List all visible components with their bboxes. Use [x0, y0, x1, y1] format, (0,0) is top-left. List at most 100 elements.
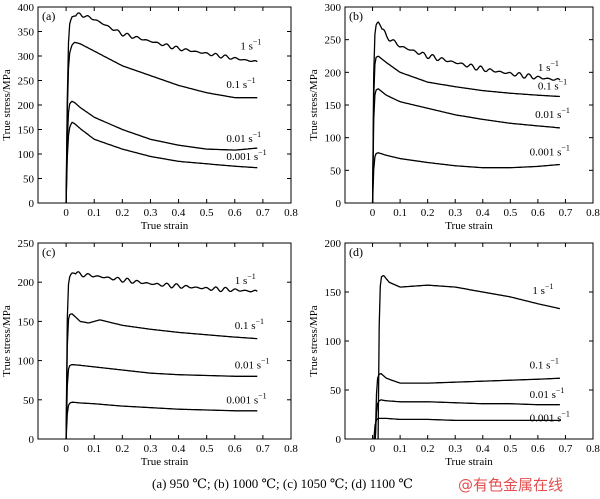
series-label-text: 0.001 s [530, 146, 562, 158]
y-tick-label: 0 [29, 434, 35, 446]
series-label-exponent: −1 [550, 59, 559, 68]
x-tick-label: 0.5 [200, 207, 214, 219]
series-label: 0.01 s−1 [226, 130, 261, 145]
series-label-exponent: −1 [556, 386, 565, 395]
y-tick-label: 150 [18, 316, 35, 328]
series-label: 0.01 s−1 [235, 356, 270, 371]
chart-panel-3: 0 0.1 0.2 0.3 0.4 0.5 0.6 0.7 0.8 0 50 100 150 200 250… [1, 238, 298, 468]
series-label-exponent: −1 [561, 143, 570, 152]
series-label-text: 0.1 s [226, 79, 247, 91]
y-tick-label: 400 [18, 2, 35, 14]
y-tick-label: 250 [325, 35, 342, 47]
series-line-1 [65, 12, 258, 204]
series-label-text: 0.01 s [535, 109, 561, 121]
x-tick-label: 0 [63, 443, 69, 455]
x-axis-label: True strain [445, 456, 493, 468]
series-line-4 [65, 401, 258, 440]
y-tick-label: 300 [325, 2, 342, 14]
y-tick-label: 50 [23, 174, 35, 186]
y-tick-label: 250 [18, 238, 35, 250]
y-tick-label: 100 [18, 356, 35, 368]
x-tick-label: 0.6 [228, 443, 242, 455]
x-tick-label: 0.7 [559, 443, 573, 455]
watermark: @有色金属在线 [458, 476, 564, 494]
x-axis-label: True strain [141, 220, 189, 232]
series-label-text: 0.01 s [235, 359, 261, 371]
panel-label: (d) [349, 245, 363, 259]
series-label-exponent: −1 [247, 272, 256, 281]
x-axis-label: True strain [141, 456, 189, 468]
series-label-text: 1 s [235, 275, 248, 287]
x-tick-label: 0 [370, 443, 376, 455]
chart-panel-4: 0 0.1 0.2 0.3 0.4 0.5 0.6 0.7 0.8 0 50 100 150 200 Tru… [308, 238, 600, 468]
x-tick-label: 0.4 [476, 443, 490, 455]
plot-frame [344, 6, 594, 204]
series-line-4 [65, 121, 258, 204]
y-tick-label: 150 [325, 100, 342, 112]
figure-caption: (a) 950 ℃; (b) 1000 ℃; (c) 1050 ℃; (d) 1… [152, 476, 413, 491]
y-tick-label: 300 [18, 51, 35, 63]
series-label: 0.01 s−1 [535, 106, 570, 121]
series-label-exponent: −1 [253, 130, 262, 139]
y-tick-label: 200 [325, 67, 342, 79]
x-tick-label: 0.1 [87, 443, 101, 455]
series-label-exponent: −1 [256, 317, 265, 326]
series-label-text: 0.01 s [530, 389, 556, 401]
x-tick-label: 0.4 [172, 207, 186, 219]
x-tick-label: 0.6 [228, 207, 242, 219]
series-label-exponent: −1 [550, 356, 559, 365]
y-tick-label: 200 [18, 277, 35, 289]
series-label: 0.001 s−1 [226, 148, 266, 163]
series-label-text: 0.1 s [538, 80, 559, 92]
series-label-text: 0.01 s [226, 133, 252, 145]
series-label: 0.001 s−1 [226, 392, 266, 407]
y-tick-label: 150 [325, 287, 342, 299]
series-line-2 [65, 41, 258, 204]
y-tick-label: 50 [330, 165, 342, 177]
series-line-1 [65, 271, 258, 440]
y-axis-label: True stress/MPa [308, 69, 320, 141]
series-label-text: 0.1 s [235, 320, 256, 332]
series-label: 1 s−1 [240, 38, 261, 53]
x-tick-label: 0.2 [421, 443, 435, 455]
series-line-3 [371, 88, 560, 204]
series-label-exponent: −1 [258, 148, 267, 157]
x-tick-label: 0.3 [144, 207, 158, 219]
x-tick-label: 0.7 [256, 207, 270, 219]
x-tick-label: 0.2 [115, 443, 129, 455]
y-axis-label: True stress/MPa [1, 69, 13, 141]
x-tick-label: 0.5 [503, 207, 517, 219]
x-tick-label: 0.7 [256, 443, 270, 455]
x-tick-label: 0.5 [503, 443, 517, 455]
series-label-text: 0.001 s [226, 395, 258, 407]
series-line-1 [371, 21, 561, 204]
series-line-3 [374, 399, 560, 440]
series-label-exponent: −1 [545, 282, 554, 291]
x-tick-label: 0.4 [476, 207, 490, 219]
series-label-exponent: −1 [253, 38, 262, 47]
series-label-text: 0.1 s [530, 359, 551, 371]
series-label-text: 1 s [240, 41, 253, 53]
y-tick-label: 0 [336, 198, 342, 210]
y-tick-label: 50 [23, 395, 35, 407]
x-tick-label: 0.4 [172, 443, 186, 455]
y-tick-label: 150 [18, 125, 35, 137]
series-line-3 [65, 363, 258, 440]
x-tick-label: 0.8 [586, 207, 600, 219]
x-axis-label: True strain [445, 220, 493, 232]
series-label: 0.1 s−1 [235, 317, 264, 332]
x-tick-label: 0.3 [448, 207, 462, 219]
series-label: 1 s−1 [538, 59, 559, 74]
x-tick-label: 0.1 [393, 443, 407, 455]
chart-panel-1: 0 0.1 0.2 0.3 0.4 0.5 0.6 0.7 0.8 0 50 100 150 200 250… [1, 2, 298, 232]
y-tick-label: 200 [325, 238, 342, 250]
y-tick-label: 50 [330, 385, 342, 397]
y-axis-label: True stress/MPa [1, 305, 13, 377]
series-label: 1 s−1 [532, 282, 553, 297]
series-label: 0.01 s−1 [530, 386, 565, 401]
x-tick-label: 0.7 [559, 207, 573, 219]
x-tick-label: 0.6 [531, 443, 545, 455]
series-label: 0.1 s−1 [538, 77, 567, 92]
x-tick-label: 0.6 [531, 207, 545, 219]
